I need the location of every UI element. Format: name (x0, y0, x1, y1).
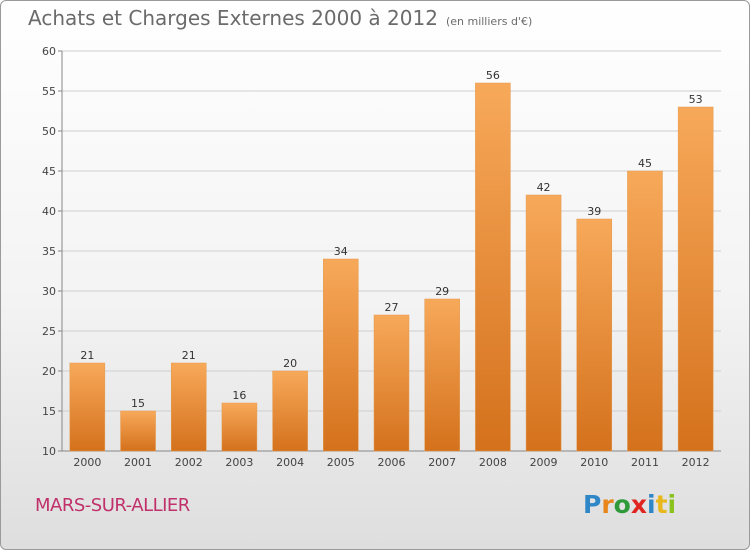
x-tick-label-2012: 2012 (682, 456, 710, 469)
value-label-2003: 16 (232, 389, 246, 402)
y-tick-label: 55 (42, 85, 56, 98)
x-tick-label-2003: 2003 (225, 456, 253, 469)
bar-2002 (170, 362, 207, 452)
bar-2012 (677, 106, 714, 452)
value-label-2006: 27 (385, 301, 399, 314)
value-label-2001: 15 (131, 397, 145, 410)
commune-name: MARS-SUR-ALLIER (35, 495, 190, 516)
value-label-2009: 42 (537, 181, 551, 194)
value-label-2004: 20 (283, 357, 297, 370)
chart-title: Achats et Charges Externes 2000 à 2012 (e… (28, 6, 532, 30)
chart-title-text: Achats et Charges Externes 2000 à 2012 (28, 6, 438, 30)
y-tick-label: 30 (42, 285, 56, 298)
x-tick-label-2001: 2001 (124, 456, 152, 469)
y-tick-label: 40 (42, 205, 56, 218)
chart-unit: (en milliers d'€) (445, 15, 533, 28)
bar-2007 (424, 298, 460, 452)
value-label-2008: 56 (486, 69, 500, 82)
x-tick-label-2011: 2011 (631, 456, 659, 469)
proxiti-logo: Proxiti (583, 490, 677, 519)
value-label-2010: 39 (587, 205, 601, 218)
bar-2001 (120, 410, 156, 452)
bar-2010 (576, 218, 613, 452)
y-tick-label: 20 (42, 365, 56, 378)
x-tick-label-2004: 2004 (276, 456, 304, 469)
bar-2004 (272, 370, 308, 452)
x-tick-label-2000: 2000 (73, 456, 101, 469)
bar-2011 (627, 170, 663, 452)
y-tick-label: 35 (42, 245, 56, 258)
x-tick-label-2005: 2005 (327, 456, 355, 469)
x-tick-label-2006: 2006 (378, 456, 406, 469)
value-label-2002: 21 (182, 349, 196, 362)
x-tick-label-2007: 2007 (428, 456, 456, 469)
bar-2005 (323, 258, 359, 452)
bar-2003 (221, 402, 258, 452)
value-label-2011: 45 (638, 157, 652, 170)
value-label-2007: 29 (435, 285, 449, 298)
value-label-2012: 53 (689, 93, 703, 106)
bar-2009 (525, 194, 562, 452)
value-label-2005: 34 (334, 245, 348, 258)
y-tick-label: 45 (42, 165, 56, 178)
y-tick-label: 60 (42, 45, 56, 58)
value-label-2000: 21 (80, 349, 94, 362)
x-tick-label-2010: 2010 (580, 456, 608, 469)
y-tick-label: 25 (42, 325, 56, 338)
x-tick-label-2002: 2002 (175, 456, 203, 469)
y-tick-label: 10 (42, 445, 56, 458)
x-tick-label-2008: 2008 (479, 456, 507, 469)
bar-2000 (69, 362, 106, 452)
y-tick-label: 50 (42, 125, 56, 138)
bar-2006 (373, 314, 410, 452)
bar-2008 (475, 82, 511, 452)
x-tick-label-2009: 2009 (530, 456, 558, 469)
y-tick-label: 15 (42, 405, 56, 418)
